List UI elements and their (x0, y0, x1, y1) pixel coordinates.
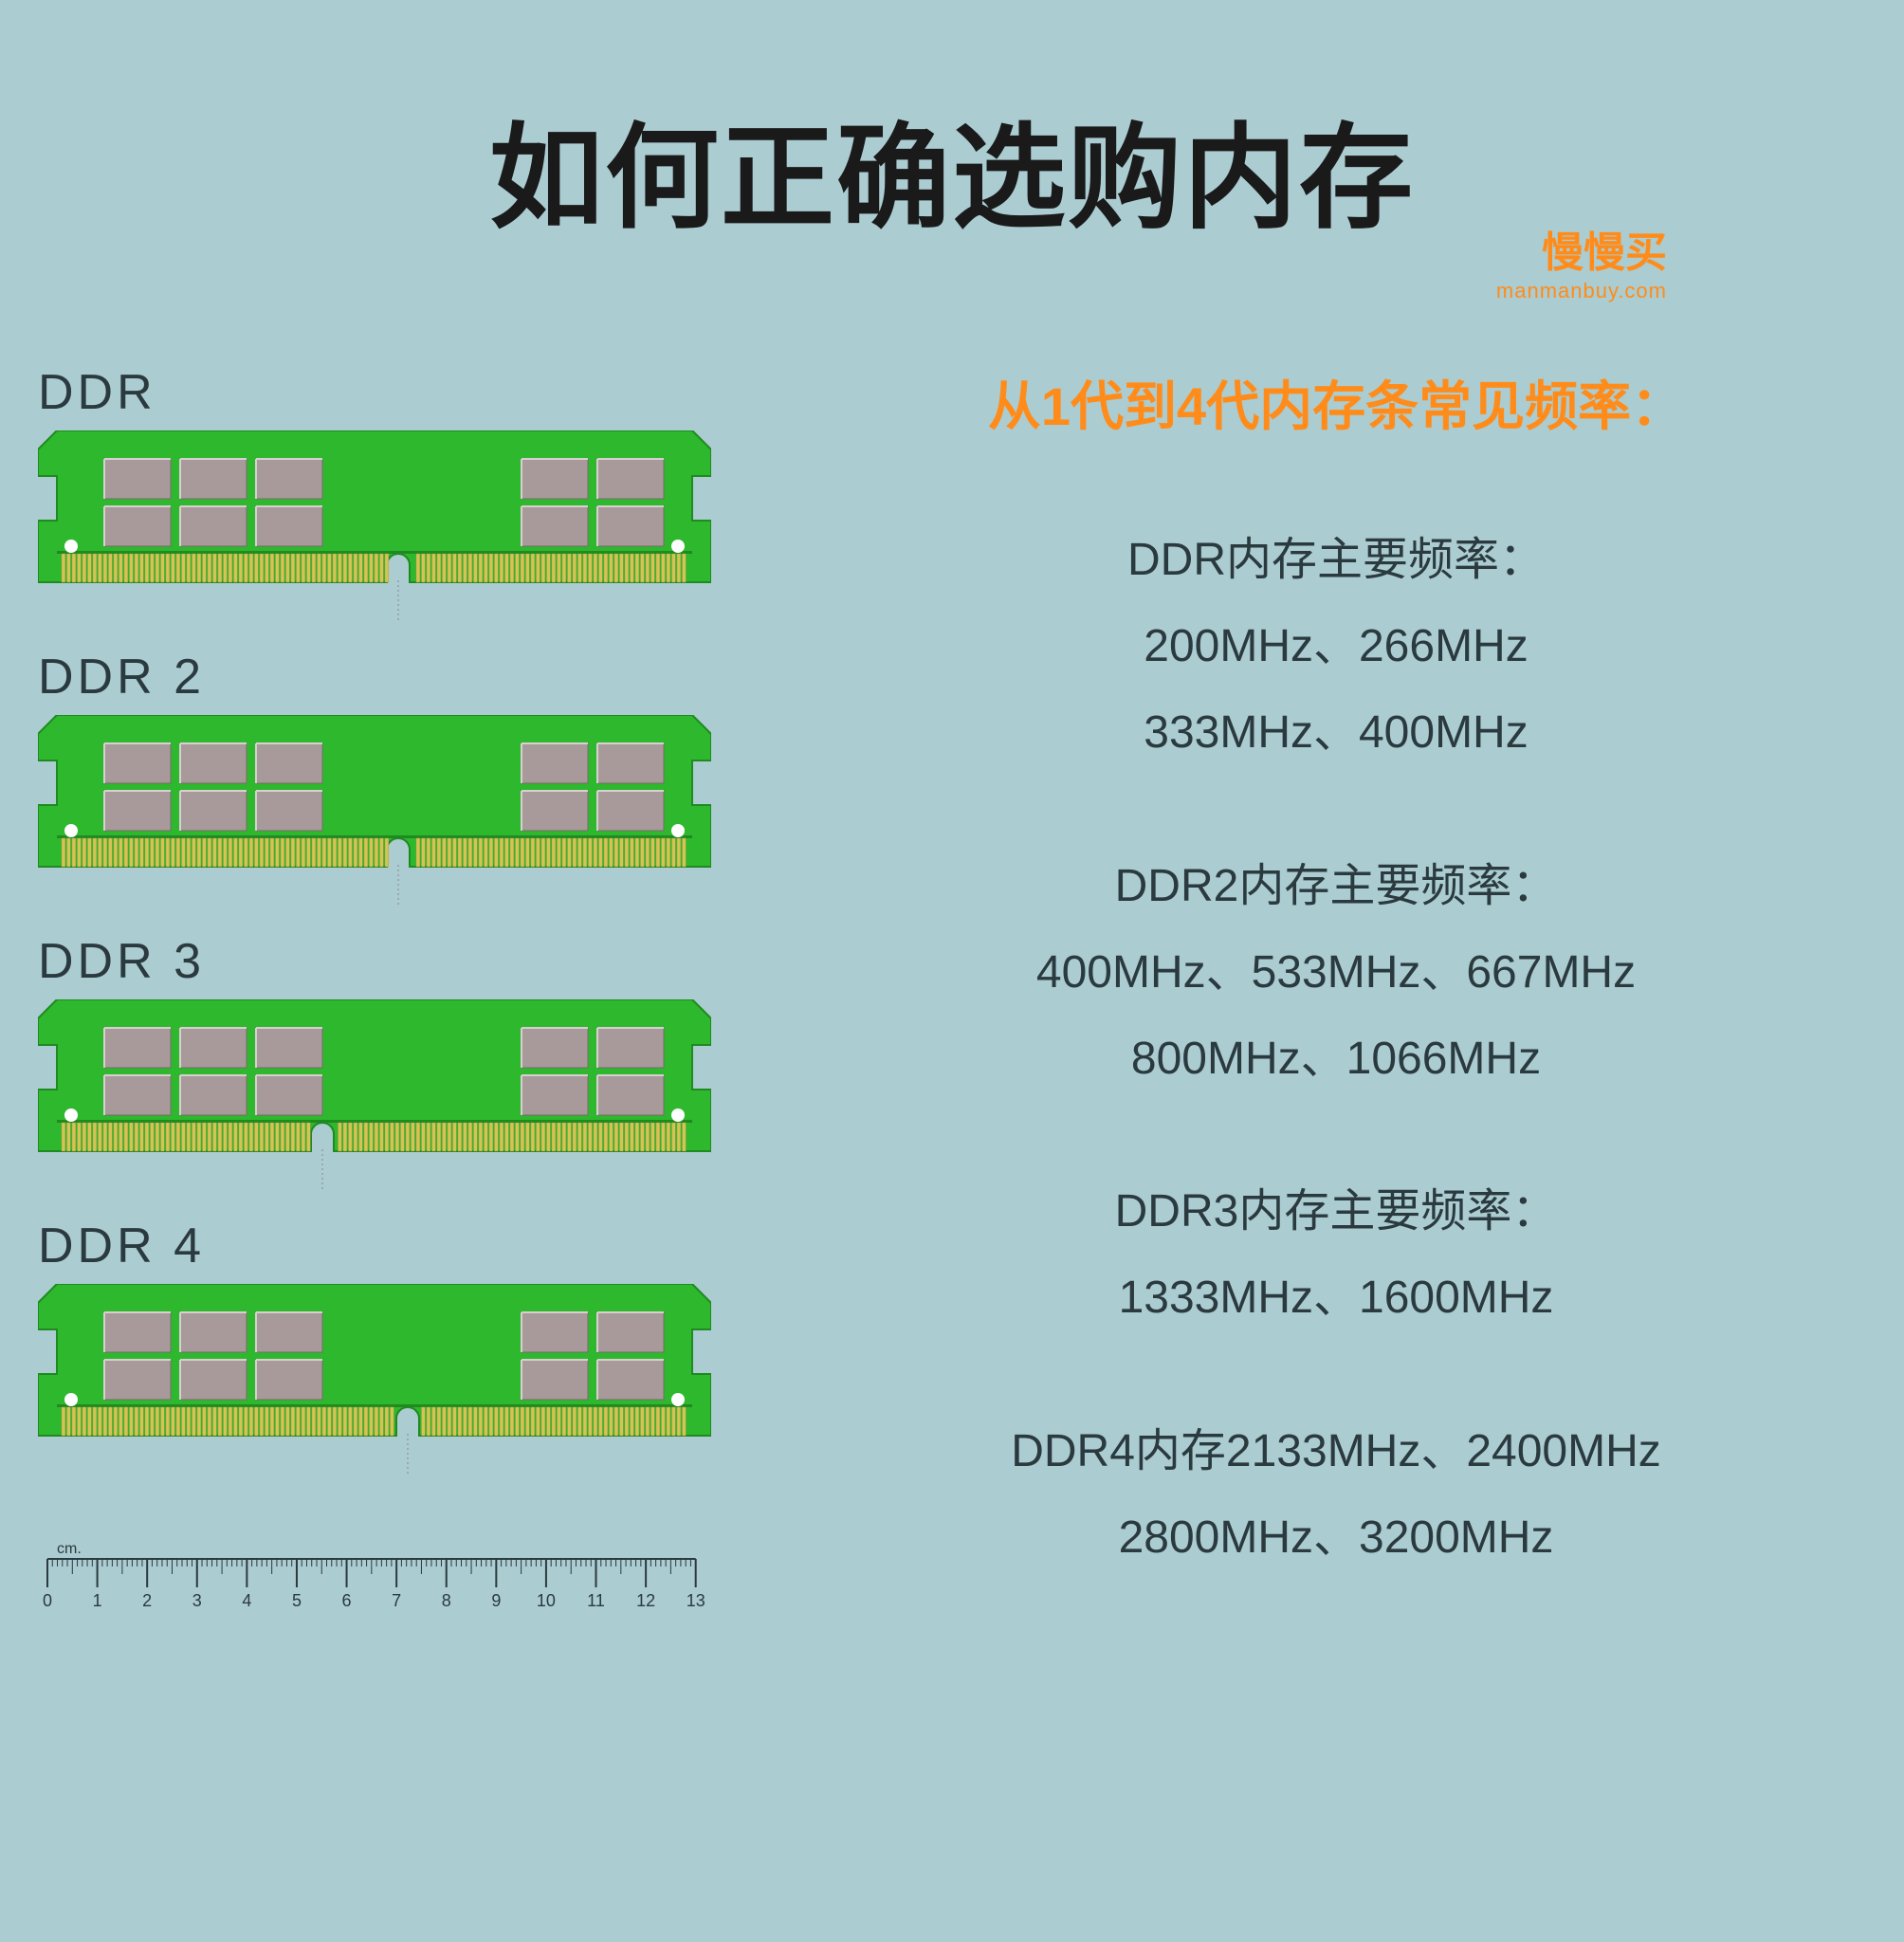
ram-label: DDR 4 (38, 1218, 730, 1274)
brand-cn: 慢慢买 (1496, 218, 1667, 279)
freq-line: 200MHz、266MHz (806, 603, 1866, 689)
freq-group-0: DDR内存主要频率：200MHz、266MHz333MHz、400MHz (806, 517, 1866, 777)
svg-text:9: 9 (491, 1591, 501, 1610)
main-layout: DDR DDR 2 DDR 3 DDR 4 cm. 01234567891011… (0, 250, 1904, 1647)
freq-line: 2800MHz、3200MHz (806, 1494, 1866, 1581)
brand-url: manmanbuy.com (1496, 279, 1667, 303)
frequency-list: DDR内存主要频率：200MHz、266MHz333MHz、400MHz DDR2… (806, 517, 1866, 1581)
ram-module-1: DDR 2 (38, 649, 730, 905)
freq-line: 800MHz、1066MHz (806, 1016, 1866, 1102)
svg-text:cm.: cm. (57, 1541, 82, 1557)
ram-label: DDR (38, 364, 730, 421)
ram-module-3: DDR 4 (38, 1218, 730, 1474)
brand-block: 慢慢买 manmanbuy.com (1496, 218, 1667, 303)
freq-heading: DDR内存主要频率： (806, 517, 1866, 603)
ram-module-2: DDR 3 (38, 933, 730, 1189)
ram-label: DDR 2 (38, 649, 730, 705)
freq-group-1: DDR2内存主要频率：400MHz、533MHz、667MHz800MHz、10… (806, 843, 1866, 1103)
svg-text:10: 10 (537, 1591, 556, 1610)
svg-text:7: 7 (392, 1591, 401, 1610)
svg-text:1: 1 (93, 1591, 102, 1610)
svg-text:11: 11 (587, 1591, 605, 1610)
freq-group-2: DDR3内存主要频率：1333MHz、1600MHz (806, 1168, 1866, 1341)
freq-heading: DDR2内存主要频率： (806, 843, 1866, 929)
svg-text:8: 8 (442, 1591, 451, 1610)
svg-text:6: 6 (342, 1591, 352, 1610)
frequency-title: 从1代到4代内存条常见频率： (806, 364, 1866, 441)
freq-group-3: DDR4内存2133MHz、2400MHz2800MHz、3200MHz (806, 1408, 1866, 1581)
freq-line: 400MHz、533MHz、667MHz (806, 929, 1866, 1016)
freq-line: 1333MHz、1600MHz (806, 1255, 1866, 1341)
frequency-column: 从1代到4代内存条常见频率： DDR内存主要频率：200MHz、266MHz33… (730, 326, 1866, 1647)
freq-heading: DDR3内存主要频率： (806, 1168, 1866, 1255)
svg-text:0: 0 (43, 1591, 52, 1610)
svg-text:5: 5 (292, 1591, 302, 1610)
ram-label: DDR 3 (38, 933, 730, 990)
ram-module-0: DDR (38, 364, 730, 620)
ram-diagram-column: DDR DDR 2 DDR 3 DDR 4 cm. 01234567891011… (38, 326, 730, 1647)
freq-heading: DDR4内存2133MHz、2400MHz (806, 1408, 1866, 1494)
ruler: cm. 012345678910111213 (38, 1502, 730, 1621)
svg-text:12: 12 (636, 1591, 655, 1610)
page-title: 如何正确选购内存 (0, 0, 1904, 250)
svg-text:4: 4 (242, 1591, 251, 1610)
svg-text:13: 13 (687, 1591, 705, 1610)
svg-text:2: 2 (142, 1591, 152, 1610)
svg-text:3: 3 (192, 1591, 202, 1610)
freq-line: 333MHz、400MHz (806, 689, 1866, 776)
